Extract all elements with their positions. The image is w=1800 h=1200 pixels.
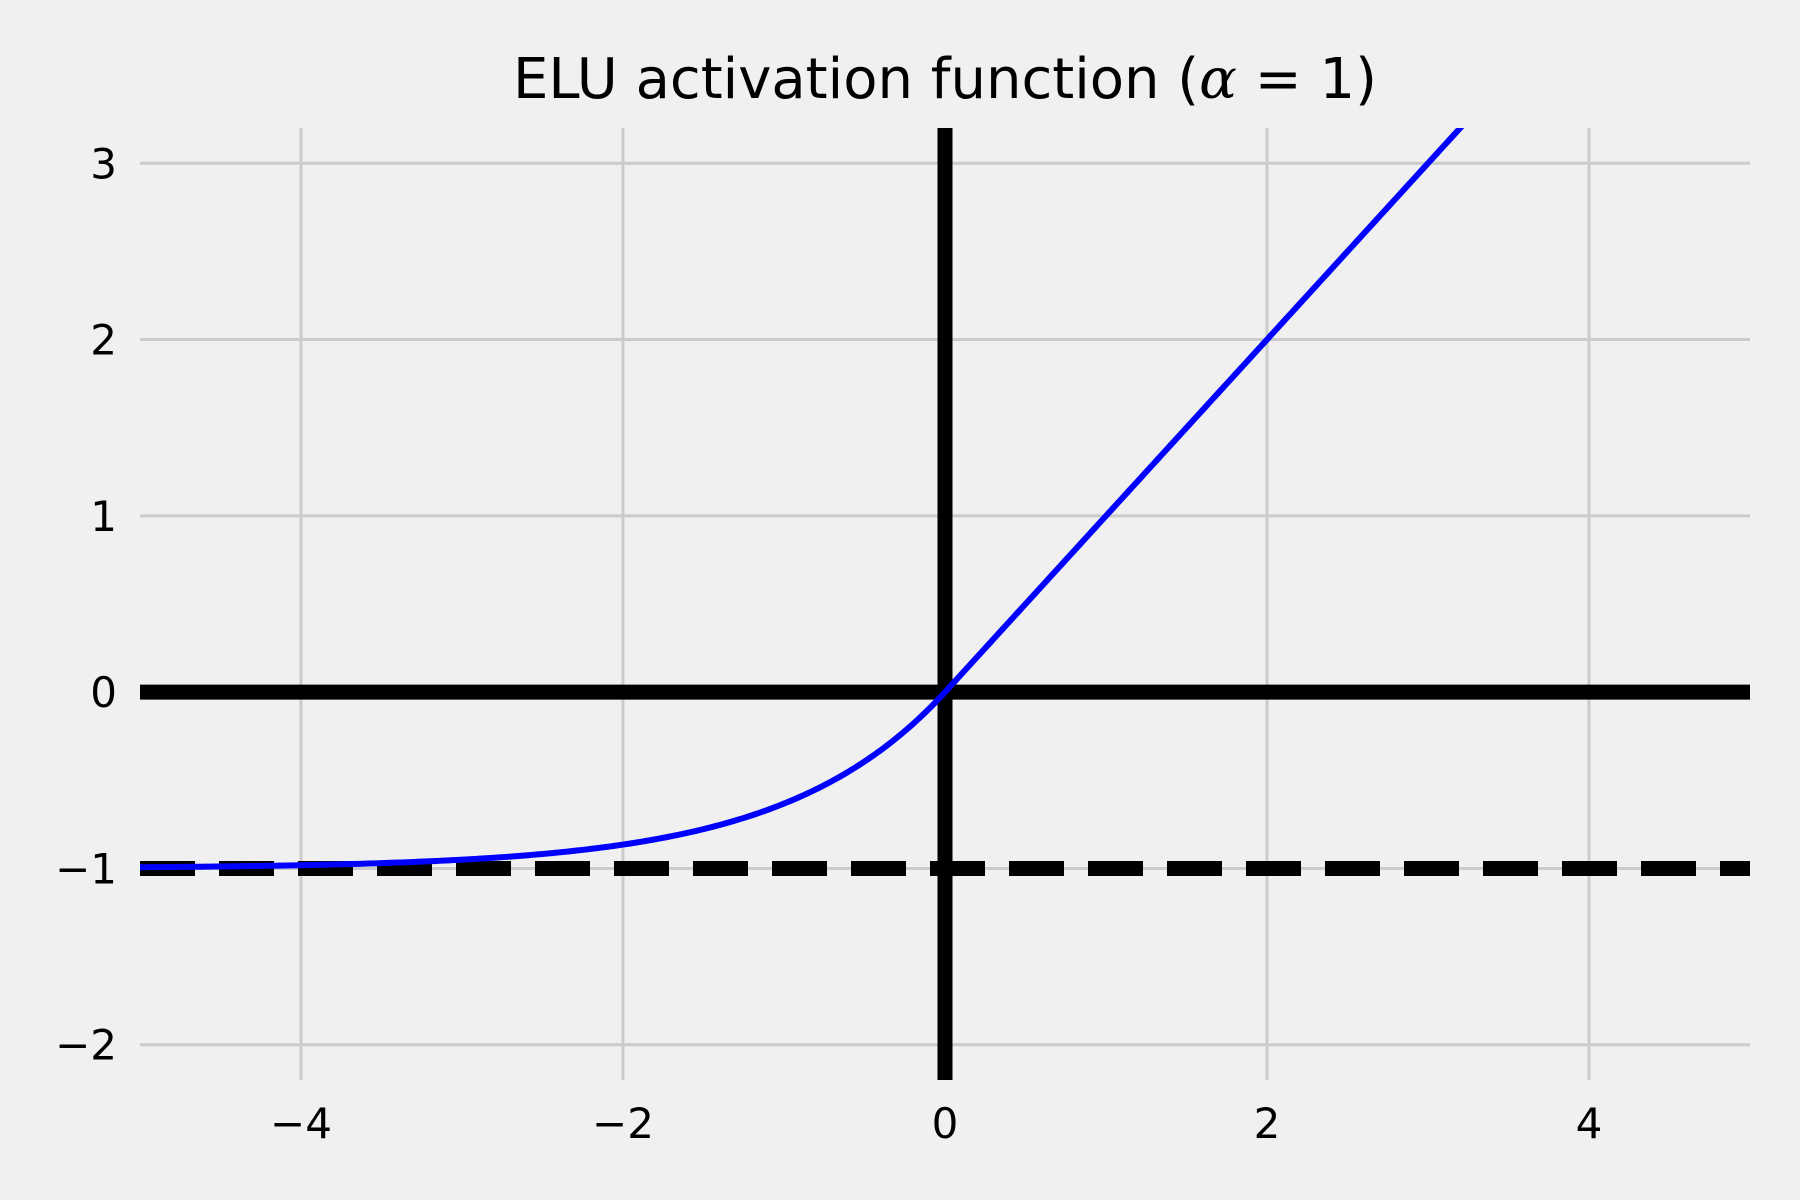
reference-lines (140, 128, 1750, 1080)
y-tick-label: 0 (90, 668, 117, 717)
x-tick-label: 4 (1576, 1099, 1603, 1148)
y-tick-label: 3 (90, 139, 117, 188)
chart-title-suffix: = 1) (1237, 47, 1377, 112)
chart-title-symbol: α (1199, 47, 1237, 112)
series-layer (140, 128, 1465, 871)
tick-labels: −4 −2 0 2 4 −2 −1 0 1 2 3 (55, 139, 1602, 1148)
x-tick-label: −2 (592, 1099, 654, 1148)
x-tick-label: 0 (932, 1099, 959, 1148)
chart-title: ELU activation function (α = 1) (513, 47, 1377, 112)
x-tick-label: 2 (1254, 1099, 1281, 1148)
series-line-elu (140, 128, 1465, 871)
chart-title-prefix: ELU activation function ( (513, 47, 1199, 112)
y-tick-label: 1 (90, 492, 117, 541)
y-tick-label: 2 (90, 316, 117, 365)
y-tick-label: −2 (55, 1021, 117, 1070)
x-tick-label: −4 (270, 1099, 332, 1148)
y-tick-label: −1 (55, 844, 117, 893)
